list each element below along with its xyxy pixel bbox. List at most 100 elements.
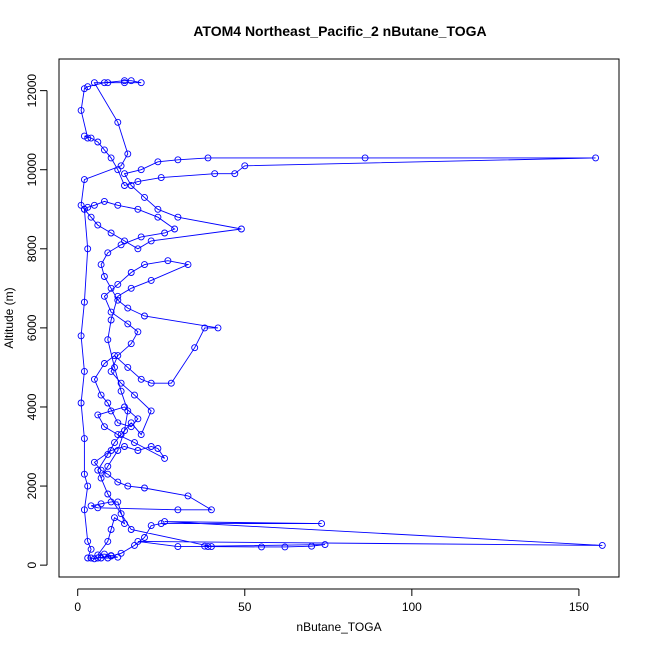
data-point <box>94 221 102 229</box>
data-point <box>90 79 98 87</box>
data-point <box>84 482 92 490</box>
data-point <box>77 399 85 407</box>
data-point <box>87 502 95 510</box>
data-point <box>258 543 265 551</box>
data-point <box>141 534 148 541</box>
data-point <box>137 233 145 241</box>
data-point <box>134 328 142 336</box>
data-point <box>161 518 169 526</box>
data-point <box>204 154 212 162</box>
chart-title: ATOM4 Northeast_Pacific_2 nButane_TOGA <box>193 23 486 39</box>
data-point <box>154 158 162 166</box>
data-point <box>111 363 118 371</box>
data-point <box>147 276 155 284</box>
x-tick-label: 150 <box>569 600 589 614</box>
data-point <box>104 450 112 458</box>
data-point <box>121 520 128 528</box>
data-point <box>134 205 142 213</box>
data-point <box>127 340 135 348</box>
data-point <box>80 176 88 184</box>
data-point <box>90 555 98 563</box>
data-point <box>100 146 108 154</box>
y-tick-label: 2000 <box>25 472 39 499</box>
x-tick-label: 100 <box>402 600 422 614</box>
y-axis: 0 2000 4000 6000 8000 10000 12000 <box>25 74 48 568</box>
data-point <box>121 237 128 245</box>
data-point <box>107 367 115 375</box>
data-point <box>80 470 88 478</box>
data-point <box>97 261 105 269</box>
data-point <box>94 551 102 559</box>
data-point <box>94 504 102 512</box>
data-point <box>107 526 115 533</box>
data-point <box>174 213 182 221</box>
data-point <box>124 363 132 371</box>
data-point <box>131 541 138 549</box>
data-point <box>124 304 132 312</box>
data-point <box>94 466 102 474</box>
data-point <box>87 554 95 562</box>
data-point <box>104 79 112 87</box>
data-point <box>167 379 175 387</box>
data-point <box>131 439 138 447</box>
data-point <box>111 514 118 522</box>
data-point <box>201 324 209 332</box>
y-tick-label: 12000 <box>25 74 39 108</box>
data-point <box>107 154 115 162</box>
data-point <box>124 407 132 415</box>
data-point <box>207 506 215 514</box>
data-point <box>84 537 92 545</box>
data-point <box>114 431 122 439</box>
data-point <box>121 427 128 435</box>
plot-frame <box>58 58 620 578</box>
data-point <box>141 261 148 269</box>
x-axis: 0 50 100 150 <box>74 588 589 614</box>
data-point <box>117 510 125 518</box>
data-point <box>141 193 148 201</box>
data-point <box>114 352 122 360</box>
data-point <box>127 182 135 189</box>
data-point <box>100 273 108 280</box>
data-point <box>107 229 115 237</box>
data-point <box>114 498 122 506</box>
data-point <box>117 379 125 387</box>
data-point <box>127 284 135 292</box>
data-point <box>137 431 145 439</box>
data-point <box>87 545 95 553</box>
data-point <box>154 213 162 221</box>
data-point <box>147 237 155 245</box>
data-point <box>107 552 115 560</box>
data-point <box>107 308 115 316</box>
data-point <box>174 156 182 164</box>
data-point <box>318 520 326 528</box>
data-point <box>117 387 125 395</box>
data-point <box>107 407 115 415</box>
data-point <box>121 77 128 85</box>
y-tick-label: 0 <box>25 561 39 568</box>
data-point <box>114 118 122 126</box>
y-tick-label: 10000 <box>25 153 39 187</box>
data-point <box>147 379 155 387</box>
data-point <box>87 213 95 221</box>
data-point <box>90 201 98 209</box>
data-point <box>104 336 112 344</box>
data-point <box>124 320 132 328</box>
data-point <box>100 197 108 205</box>
data-point <box>104 470 112 478</box>
data-point <box>84 134 92 142</box>
data-point <box>107 498 115 506</box>
data-point <box>147 443 155 450</box>
data-point <box>117 431 125 439</box>
data-point <box>104 462 112 470</box>
data-point <box>237 225 245 233</box>
data-point <box>127 423 135 431</box>
data-point <box>84 83 92 91</box>
data-point <box>80 506 88 514</box>
y-tick-label: 8000 <box>25 235 39 262</box>
data-point <box>141 484 148 492</box>
data-point <box>598 541 606 549</box>
data-point <box>77 332 85 340</box>
data-point <box>111 352 118 360</box>
data-point <box>154 445 162 452</box>
